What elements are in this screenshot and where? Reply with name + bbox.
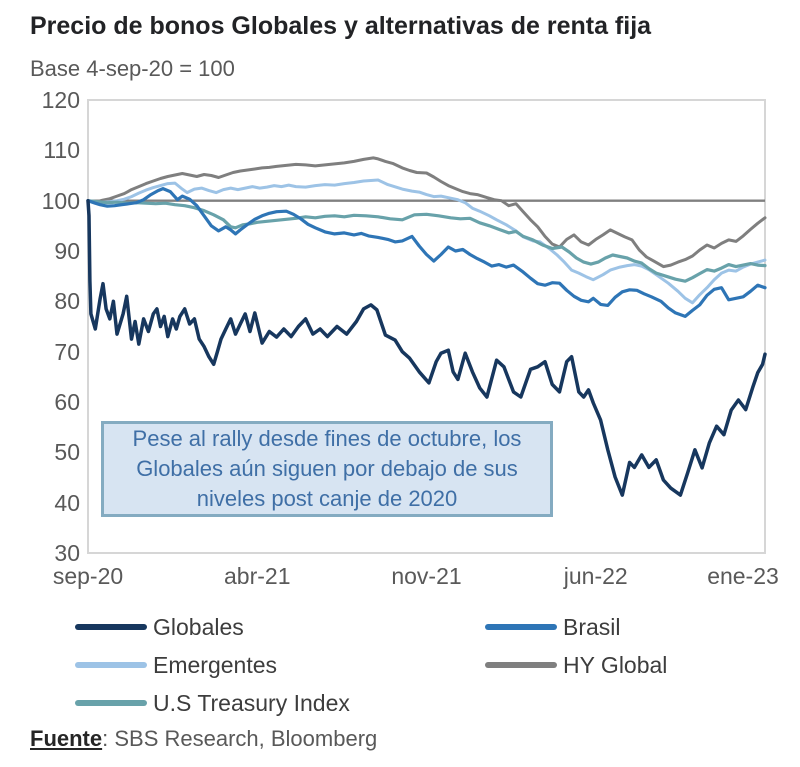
y-tick-label: 50	[54, 439, 80, 466]
series-line-hy-global	[86, 156, 767, 269]
legend-item-globales: Globales	[75, 608, 350, 646]
legend-column: Globales Emergentes U.S Treasury Index	[75, 608, 350, 722]
legend-label: Globales	[153, 613, 244, 640]
legend-label: Emergentes	[153, 651, 278, 678]
annotation-line: Globales aún siguen por debajo de sus	[136, 456, 518, 481]
y-tick-label: 110	[43, 137, 80, 164]
plot-area	[86, 99, 767, 554]
series-line-brasil	[86, 187, 767, 318]
legend-swatch	[75, 700, 147, 706]
y-tick-label: 60	[54, 389, 80, 415]
source-line: Fuente: SBS Research, Bloomberg	[30, 726, 377, 752]
series-line-u-s-treasury-index	[86, 199, 767, 283]
chart-subtitle: Base 4-sep-20 = 100	[30, 56, 235, 81]
plot-border	[87, 99, 766, 554]
legend-swatch	[75, 624, 147, 630]
legend-column: Brasil HY Global	[485, 608, 667, 684]
chart-title: Precio de bonos Globales y alternativas …	[30, 12, 652, 40]
annotation-box: Pese al rally desde fines de octubre, lo…	[101, 421, 553, 517]
y-tick-label: 80	[54, 288, 80, 315]
x-tick-label: sep-20	[52, 563, 124, 589]
x-tick-label: jun-22	[563, 563, 628, 589]
series-line-globales	[86, 198, 767, 497]
x-tick-label: abr-21	[224, 563, 291, 589]
legend-item-emergentes: Emergentes	[75, 646, 350, 684]
annotation-line: Pese al rally desde fines de octubre, lo…	[132, 426, 522, 451]
legend-swatch	[485, 624, 557, 630]
legend-swatch	[75, 662, 147, 668]
y-tick-label: 40	[54, 489, 80, 516]
y-tick-label: 90	[54, 238, 80, 264]
legend-label: U.S Treasury Index	[153, 689, 350, 716]
y-tick-label: 70	[54, 338, 80, 365]
annotation-line: niveles post canje de 2020	[196, 486, 458, 511]
y-tick-label: 30	[54, 540, 80, 566]
y-tick-label: 100	[41, 187, 80, 214]
legend-label: HY Global	[563, 651, 668, 678]
source-label: Fuente	[30, 726, 103, 751]
legend-swatch	[485, 662, 557, 668]
x-tick-label: ene-23	[707, 563, 779, 589]
legend-item-hy-global: HY Global	[485, 646, 667, 684]
legend-item-u-s-treasury-index: U.S Treasury Index	[75, 684, 350, 722]
y-tick-label: 120	[41, 87, 80, 113]
legend-label: Brasil	[563, 613, 621, 640]
x-tick-label: nov-21	[391, 563, 462, 589]
legend-item-brasil: Brasil	[485, 608, 667, 646]
source-text: : SBS Research, Bloomberg	[102, 726, 378, 751]
